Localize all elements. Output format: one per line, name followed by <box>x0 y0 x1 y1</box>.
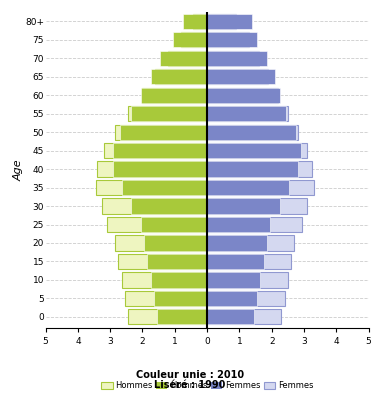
Bar <box>207 124 298 140</box>
Bar <box>207 106 288 121</box>
Bar <box>207 124 296 140</box>
Bar <box>155 69 207 84</box>
Text: Liséré : 1990: Liséré : 1990 <box>154 380 226 390</box>
Bar <box>115 124 207 140</box>
Bar <box>118 254 207 269</box>
Bar <box>207 162 312 177</box>
Bar <box>141 217 207 232</box>
Bar <box>207 291 257 306</box>
Bar <box>104 143 207 158</box>
Bar <box>207 32 257 47</box>
Bar <box>150 272 207 288</box>
Text: Couleur unie : 2010: Couleur unie : 2010 <box>136 370 244 380</box>
Bar <box>207 162 298 177</box>
Bar <box>207 254 291 269</box>
Bar <box>207 217 302 232</box>
Bar <box>207 143 301 158</box>
Bar <box>120 124 207 140</box>
Bar <box>144 236 207 250</box>
Bar <box>207 88 278 103</box>
Bar <box>150 69 207 84</box>
Bar <box>131 106 207 121</box>
Bar <box>113 162 207 177</box>
Bar <box>207 51 267 66</box>
Bar <box>207 88 280 103</box>
Bar <box>207 291 285 306</box>
Bar <box>160 51 207 66</box>
Bar <box>193 14 207 29</box>
Bar <box>207 236 267 250</box>
Legend: Hommes, Hommes, Femmes, Femmes: Hommes, Hommes, Femmes, Femmes <box>98 378 317 393</box>
Bar <box>113 143 207 158</box>
Bar <box>207 272 288 288</box>
Bar <box>181 32 207 47</box>
Bar <box>207 69 268 84</box>
Bar <box>128 309 207 324</box>
Bar <box>207 180 290 195</box>
Bar <box>207 14 252 29</box>
Bar <box>154 291 207 306</box>
Bar <box>207 236 294 250</box>
Bar <box>207 198 280 214</box>
Bar <box>131 198 207 214</box>
Bar <box>207 254 264 269</box>
Bar <box>147 254 207 269</box>
Bar <box>142 88 207 103</box>
Bar <box>157 309 207 324</box>
Bar <box>173 32 207 47</box>
Bar <box>207 51 259 66</box>
Bar <box>207 14 236 29</box>
Bar <box>97 162 207 177</box>
Bar <box>128 106 207 121</box>
Bar <box>207 309 254 324</box>
Bar <box>207 217 270 232</box>
Bar <box>115 236 207 250</box>
Bar <box>168 51 207 66</box>
Bar <box>107 217 207 232</box>
Bar <box>207 309 281 324</box>
Bar <box>207 272 260 288</box>
Bar <box>207 143 307 158</box>
Bar <box>141 88 207 103</box>
Bar <box>207 180 314 195</box>
Bar <box>207 32 249 47</box>
Bar <box>122 272 207 288</box>
Bar <box>122 180 207 195</box>
Bar <box>125 291 207 306</box>
Bar <box>183 14 207 29</box>
Bar <box>96 180 207 195</box>
Bar <box>207 106 286 121</box>
Y-axis label: Age: Age <box>14 159 24 181</box>
Bar <box>102 198 207 214</box>
Bar <box>207 198 307 214</box>
Bar <box>207 69 275 84</box>
